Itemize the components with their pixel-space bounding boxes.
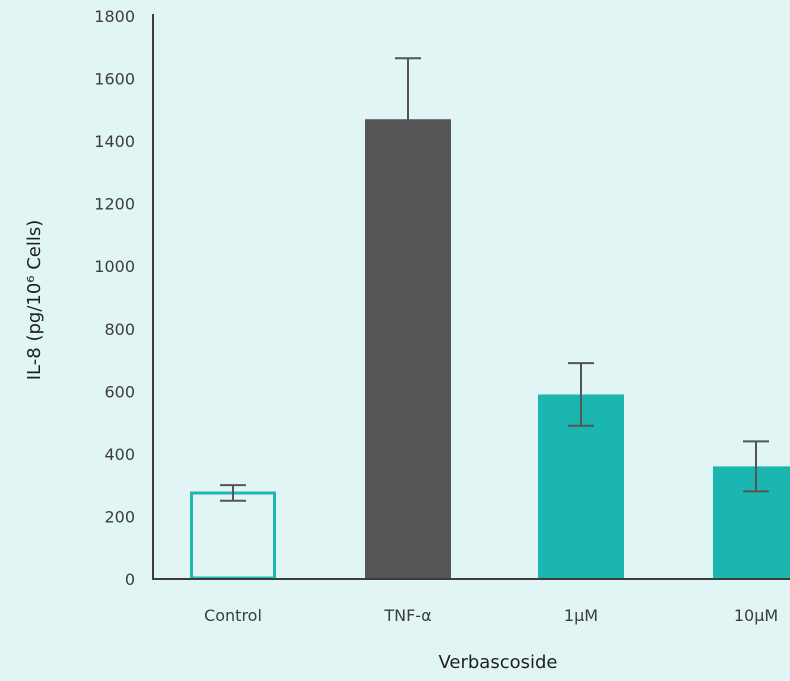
x-category-label: Control — [204, 606, 262, 625]
y-tick-label: 400 — [104, 445, 135, 464]
y-tick-label: 1200 — [94, 195, 135, 214]
y-tick-label: 0 — [125, 570, 135, 589]
y-tick-label: 1600 — [94, 70, 135, 89]
y-tick-label: 600 — [104, 382, 135, 401]
y-tick-label: 1000 — [94, 257, 135, 276]
y-axis-ticks: 0 200 400 600 800 1000 1200 1400 1600 1800 — [94, 7, 135, 589]
x-axis-categories: Control TNF-α 1μM 10μM — [204, 606, 778, 625]
x-axis-title: Verbascoside — [438, 652, 557, 673]
y-tick-label: 1400 — [94, 132, 135, 151]
bar — [190, 491, 276, 580]
bar — [713, 466, 790, 579]
bars — [190, 119, 790, 580]
x-category-label: TNF-α — [383, 606, 431, 625]
y-tick-label: 200 — [104, 507, 135, 526]
y-tick-label: 800 — [104, 320, 135, 339]
x-category-label: 1μM — [564, 606, 598, 625]
error-bars — [220, 57, 769, 502]
y-axis-title: IL-8 (pg/10⁶ Cells) — [24, 220, 45, 381]
y-tick-label: 1800 — [94, 7, 135, 26]
bar — [365, 119, 451, 579]
x-category-label: 10μM — [734, 606, 778, 625]
